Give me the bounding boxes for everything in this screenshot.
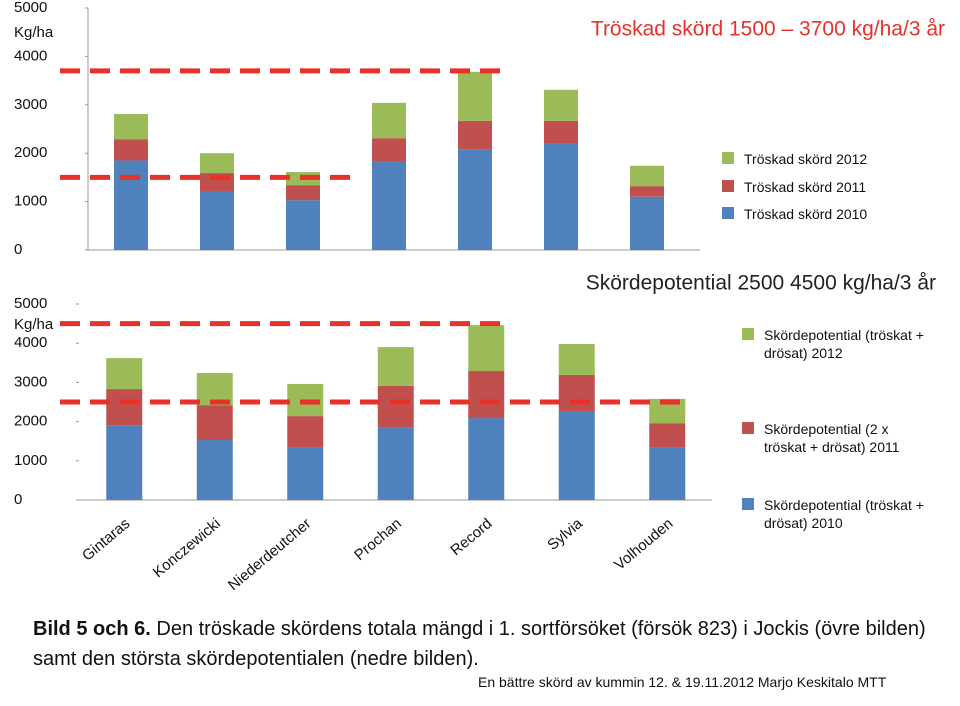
y-tick-label: 0 <box>14 241 22 258</box>
chart-title: Skördepotential 2500 4500 kg/ha/3 år <box>586 272 936 295</box>
bar-segment <box>649 423 686 448</box>
bar-segment <box>200 153 234 174</box>
y-tick-label: 0 <box>14 491 22 508</box>
legend-swatch <box>722 207 734 219</box>
bar-segment <box>458 149 492 250</box>
bar-segment <box>372 161 406 250</box>
bar-segment <box>372 138 406 162</box>
legend-label: Skördepotential (2 x tröskat + drösat) 2… <box>764 421 900 455</box>
bar-segment <box>458 120 492 150</box>
x-tick-label: Prochan <box>351 515 405 564</box>
bar-segment <box>114 139 148 161</box>
legend-swatch <box>742 328 754 340</box>
bar-segment <box>649 447 686 500</box>
legend-label: Skördepotential (tröskat + drösat) 2010 <box>764 497 924 531</box>
bar-segment <box>114 113 148 140</box>
bar-segment <box>106 389 143 426</box>
caption-bold: Bild 5 och 6. <box>33 618 151 640</box>
bar-segment <box>196 405 233 441</box>
legend-label: Skördepotential (tröskat + drösat) 2012 <box>764 327 924 361</box>
caption: Bild 5 och 6. Den tröskade skördens tota… <box>33 614 933 674</box>
bar-segment <box>544 89 578 121</box>
bar-segment <box>106 358 143 390</box>
x-tick-label: Konczewicki <box>150 515 224 581</box>
legend-swatch <box>722 152 734 164</box>
x-tick-label: Sylvia <box>544 515 586 554</box>
bar-segment <box>287 447 324 500</box>
bar-segment <box>377 427 414 500</box>
bar-segment <box>200 190 234 250</box>
x-tick-label: Niederdeutcher <box>225 515 314 594</box>
bar-segment <box>558 411 595 500</box>
bar-segment <box>630 196 664 250</box>
footer: En bättre skörd av kummin 12. & 19.11.20… <box>478 674 887 690</box>
chart-title: Tröskad skörd 1500 – 3700 kg/ha/3 år <box>591 18 945 41</box>
y-tick-label: 1000 <box>14 193 47 210</box>
bar-segment <box>377 385 414 428</box>
bar-segment <box>468 371 505 419</box>
legend-swatch <box>722 180 734 192</box>
legend-label: Tröskad skörd 2011 <box>744 179 867 195</box>
bar-segment <box>558 343 595 375</box>
bar-segment <box>630 165 664 187</box>
bar-segment <box>544 120 578 144</box>
bar-segment <box>630 186 664 197</box>
legend-label: Tröskad skörd 2012 <box>744 151 868 167</box>
y-tick-label: 4000 <box>14 334 47 351</box>
y-axis-label: Kg/ha <box>14 24 54 41</box>
legend-label: Tröskad skörd 2010 <box>744 206 868 222</box>
legend-swatch <box>742 498 754 510</box>
bar-segment <box>468 325 505 372</box>
y-tick-label: 3000 <box>14 96 47 113</box>
y-tick-label: 5000 <box>14 0 47 16</box>
legend-swatch <box>742 422 754 434</box>
bar-segment <box>106 425 143 500</box>
y-tick-label: 2000 <box>14 144 47 161</box>
x-tick-label: Gintaras <box>79 515 133 564</box>
bar-segment <box>286 185 320 201</box>
y-tick-label: 1000 <box>14 452 47 469</box>
y-tick-label: 3000 <box>14 373 47 390</box>
bar-segment <box>372 102 406 139</box>
bar-segment <box>468 418 505 500</box>
bar-segment <box>544 143 578 250</box>
x-tick-label: Record <box>447 515 495 559</box>
y-tick-label: 4000 <box>14 47 47 64</box>
bar-segment <box>287 416 324 448</box>
bar-segment <box>377 347 414 386</box>
bar-segment <box>196 440 233 500</box>
y-tick-label: 2000 <box>14 413 47 430</box>
bar-segment <box>286 200 320 250</box>
x-tick-label: Volhouden <box>611 515 676 574</box>
bar-segment <box>114 160 148 250</box>
bar-segment <box>458 71 492 121</box>
y-tick-label: 5000 <box>14 295 47 312</box>
bar-segment <box>558 374 595 412</box>
y-axis-label: Kg/ha <box>14 316 54 333</box>
caption-text: Den tröskade skördens totala mängd i 1. … <box>33 618 926 670</box>
